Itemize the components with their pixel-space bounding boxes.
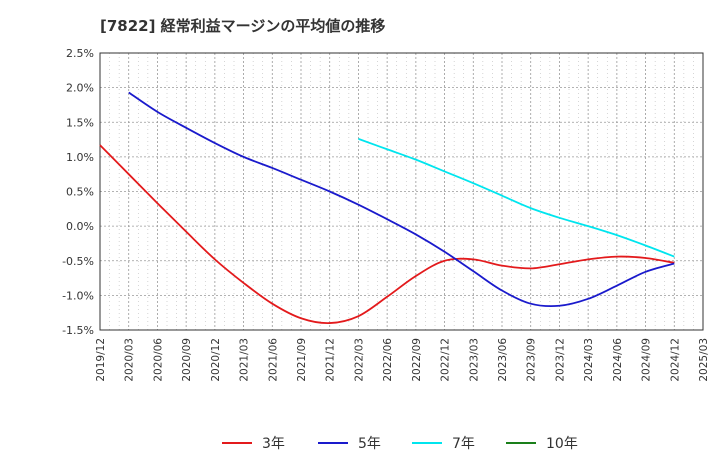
- y-axis-ticks: 2.5% 2.0% 1.5% 1.0% 0.5% 0.0% -0.5% -1.0% -1.5%: [62, 47, 94, 337]
- x-tick-label: 2020/03: [124, 338, 136, 382]
- legend-label: 5年: [358, 436, 381, 452]
- series-line-1: [128, 91, 675, 308]
- y-tick-label: -1.0%: [62, 289, 94, 302]
- y-tick-label: 1.5%: [66, 116, 94, 129]
- legend-label: 3年: [262, 436, 285, 452]
- legend-item: 5年: [318, 433, 381, 453]
- legend-item: 3年: [222, 433, 285, 453]
- legend-item: 7年: [412, 433, 475, 453]
- x-tick-label: 2021/06: [267, 338, 279, 382]
- x-tick-label: 2020/12: [210, 338, 222, 382]
- line-chart: 2.5%2.0%1.5%1.0%0.5%0.0%-0.5%-1.0%-1.5% …: [62, 47, 710, 382]
- y-tick-label: 0.5%: [66, 186, 94, 199]
- x-tick-label: 2022/06: [382, 338, 394, 382]
- y-tick-label: -1.5%: [62, 324, 94, 337]
- x-tick-label: 2023/06: [497, 338, 509, 382]
- series-lines: [99, 91, 675, 324]
- series-line-2: [358, 138, 675, 258]
- legend-swatch: [222, 442, 252, 444]
- x-axis-ticks: 2019/12 2020/03 2020/06 2020/09 2020/12 2021/…: [95, 338, 710, 382]
- legend-item: 10年: [506, 433, 578, 453]
- x-tick-label: 2024/12: [669, 338, 681, 382]
- legend-label: 7年: [452, 436, 475, 452]
- y-tick-label: -0.5%: [62, 255, 94, 268]
- plot-area: [99, 52, 704, 331]
- x-tick-label: 2022/09: [411, 338, 423, 382]
- x-tick-label: 2021/09: [296, 338, 308, 382]
- y-tick-label: 0.0%: [66, 220, 94, 233]
- x-tick-label: 2024/06: [612, 338, 624, 382]
- x-tick-label: 2020/06: [152, 338, 164, 382]
- x-tick-label: 2021/03: [239, 338, 251, 382]
- legend-swatch: [318, 442, 348, 444]
- x-tick-label: 2023/12: [554, 338, 566, 382]
- legend-swatch: [506, 442, 536, 444]
- y-tick-label: 2.0%: [66, 82, 94, 95]
- x-tick-label: 2024/09: [641, 338, 653, 382]
- y-tick-label: 2.5%: [66, 47, 94, 60]
- x-tick-label: 2025/03: [698, 338, 710, 382]
- legend-swatch: [412, 442, 442, 444]
- x-tick-label: 2022/03: [353, 338, 365, 382]
- chart-title: [7822] 経常利益マージンの平均値の推移: [100, 17, 386, 35]
- x-tick-label: 2023/03: [468, 338, 480, 382]
- legend-label: 10年: [546, 436, 578, 452]
- series-line-0: [99, 144, 675, 324]
- x-tick-label: 2021/12: [325, 338, 337, 382]
- x-tick-label: 2019/12: [95, 338, 107, 382]
- y-tick-label: 1.0%: [66, 151, 94, 164]
- x-tick-label: 2024/03: [583, 338, 595, 382]
- x-tick-label: 2023/09: [526, 338, 538, 382]
- grid-lines: [100, 53, 703, 330]
- x-tick-label: 2020/09: [181, 338, 193, 382]
- x-tick-label: 2022/12: [440, 338, 452, 382]
